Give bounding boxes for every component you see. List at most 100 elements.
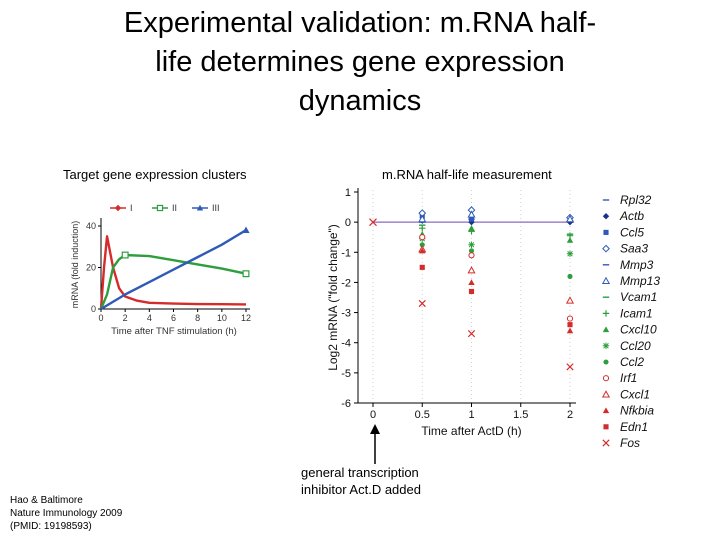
point-Cxcl10 (468, 224, 475, 231)
series-II-marker (242, 270, 250, 278)
point-Nfkbia (468, 279, 475, 285)
left-x-tick-label: 8 (195, 313, 200, 323)
point-Mmp13 (418, 214, 427, 223)
legend-label-Mmp3: Mmp3 (620, 258, 654, 272)
legend-marker (156, 204, 164, 212)
series-II-line (99, 253, 247, 310)
legend-marker (602, 375, 610, 382)
point-Irf1 (419, 234, 426, 241)
right-y-tick-label: -4 (341, 338, 351, 350)
point-Cxcl10 (566, 237, 574, 243)
legend-label-Ccl5: Ccl5 (620, 225, 644, 239)
legend-label-Nfkbia: Nfkbia (620, 404, 654, 418)
left-x-tick-label: 4 (147, 313, 152, 323)
point-Fos (467, 330, 476, 338)
point-Mmp13 (565, 214, 575, 223)
legend-marker (602, 310, 610, 317)
legend-label-Ccl2: Ccl2 (620, 355, 644, 369)
right-y-tick-label: -2 (341, 277, 351, 289)
legend-label: I (130, 203, 133, 213)
legend-label-Saa3: Saa3 (620, 242, 648, 256)
right-x-tick-label: 2 (567, 409, 573, 421)
point-Cxcl1 (467, 266, 476, 274)
slide-title-line-3: dynamics (298, 85, 422, 117)
left-x-tick-label: 0 (98, 313, 103, 323)
right-x-tick-label: 1 (468, 409, 474, 421)
point-Edn1 (468, 288, 475, 295)
legend-marker (602, 407, 610, 414)
origin-marker (369, 218, 377, 227)
legend-marker (603, 424, 609, 430)
legend-marker (602, 213, 610, 220)
legend-label-Vcam1: Vcam1 (620, 290, 657, 304)
legend-label: II (172, 203, 177, 213)
legend-marker (602, 244, 610, 253)
series-I-line (99, 235, 247, 310)
slide-title-line-1: Experimental validation: m.RNA half- (123, 7, 597, 39)
series-III-marker (242, 226, 250, 234)
left-y-tick-label: 20 (86, 263, 96, 273)
legend-label-Icam1: Icam1 (620, 306, 653, 320)
right-x-tick-label: 0 (370, 409, 376, 421)
legend-marker (603, 229, 609, 235)
legend-label-Mmp13: Mmp13 (620, 274, 660, 288)
point-Fos (566, 363, 574, 371)
legend-marker (601, 276, 611, 285)
right-x-tick-label: 1.5 (513, 409, 528, 421)
right-y-tick-label: 0 (345, 217, 351, 229)
point-Cxcl1 (565, 296, 575, 304)
point-Irf1 (468, 252, 475, 259)
legend-label-Edn1: Edn1 (620, 420, 648, 434)
slide-title-line-2: life determines gene expression (155, 46, 565, 78)
left-x-axis-label: Time after TNF stimulation (h) (111, 326, 237, 337)
left-x-tick-label: 6 (171, 313, 176, 323)
right-x-tick-label: 0.5 (415, 409, 430, 421)
citation-line-1: Hao & Baltimore (10, 495, 83, 506)
point-Ccl2 (567, 273, 573, 279)
slide-title: Experimental validation: m.RNA half- lif… (60, 4, 660, 121)
point-Nfkbia (419, 247, 426, 254)
legend-label-Rpl32: Rpl32 (620, 193, 652, 207)
legend-label-Cxcl1: Cxcl1 (620, 387, 650, 401)
left-x-tick-label: 10 (217, 313, 227, 323)
legend-marker (602, 342, 610, 349)
right-y-tick-label: -3 (341, 308, 351, 320)
legend-marker (601, 390, 611, 398)
point-Icam1 (419, 224, 426, 232)
legend-marker (602, 439, 610, 447)
legend-marker (602, 326, 610, 333)
right-y-tick-label: -1 (341, 247, 351, 259)
point-Ccl20 (566, 250, 574, 257)
actd-annotation-line-2: inhibitor Act.D added (301, 482, 421, 497)
left-y-tick-label: 0 (91, 304, 96, 314)
actd-annotation-line-1: general transcription (301, 465, 419, 480)
right-panel-label: m.RNA half-life measurement (382, 167, 552, 182)
left-x-tick-label: 2 (123, 313, 128, 323)
right-y-tick-label: 1 (345, 187, 351, 199)
citation: Hao & Baltimore Nature Immunology 2009 (… (10, 494, 122, 533)
legend-label-Cxcl10: Cxcl10 (620, 323, 657, 337)
legend-label-Actb: Actb (619, 209, 644, 223)
point-Ccl20 (468, 241, 475, 248)
point-Actb (468, 218, 475, 226)
right-y-axis-label: Log2 mRNA ("fold change") (326, 224, 340, 371)
right-y-tick-label: -6 (341, 398, 351, 410)
right-y-tick-label: -5 (341, 368, 351, 380)
point-Mmp13 (467, 210, 476, 218)
series-III-line (100, 229, 247, 311)
legend-label-Fos: Fos (620, 436, 640, 450)
left-y-tick-label: 40 (86, 221, 96, 231)
point-Edn1 (419, 264, 425, 270)
citation-line-2: Nature Immunology 2009 (10, 508, 123, 519)
point-Ccl2 (419, 242, 425, 248)
point-Edn1 (567, 322, 573, 328)
series-II-marker (121, 251, 129, 259)
actd-annotation: general transcription inhibitor Act.D ad… (301, 464, 421, 498)
legend-marker (196, 204, 204, 211)
point-Ccl2 (468, 248, 475, 254)
legend-marker (603, 359, 609, 365)
point-Nfkbia (566, 327, 574, 334)
